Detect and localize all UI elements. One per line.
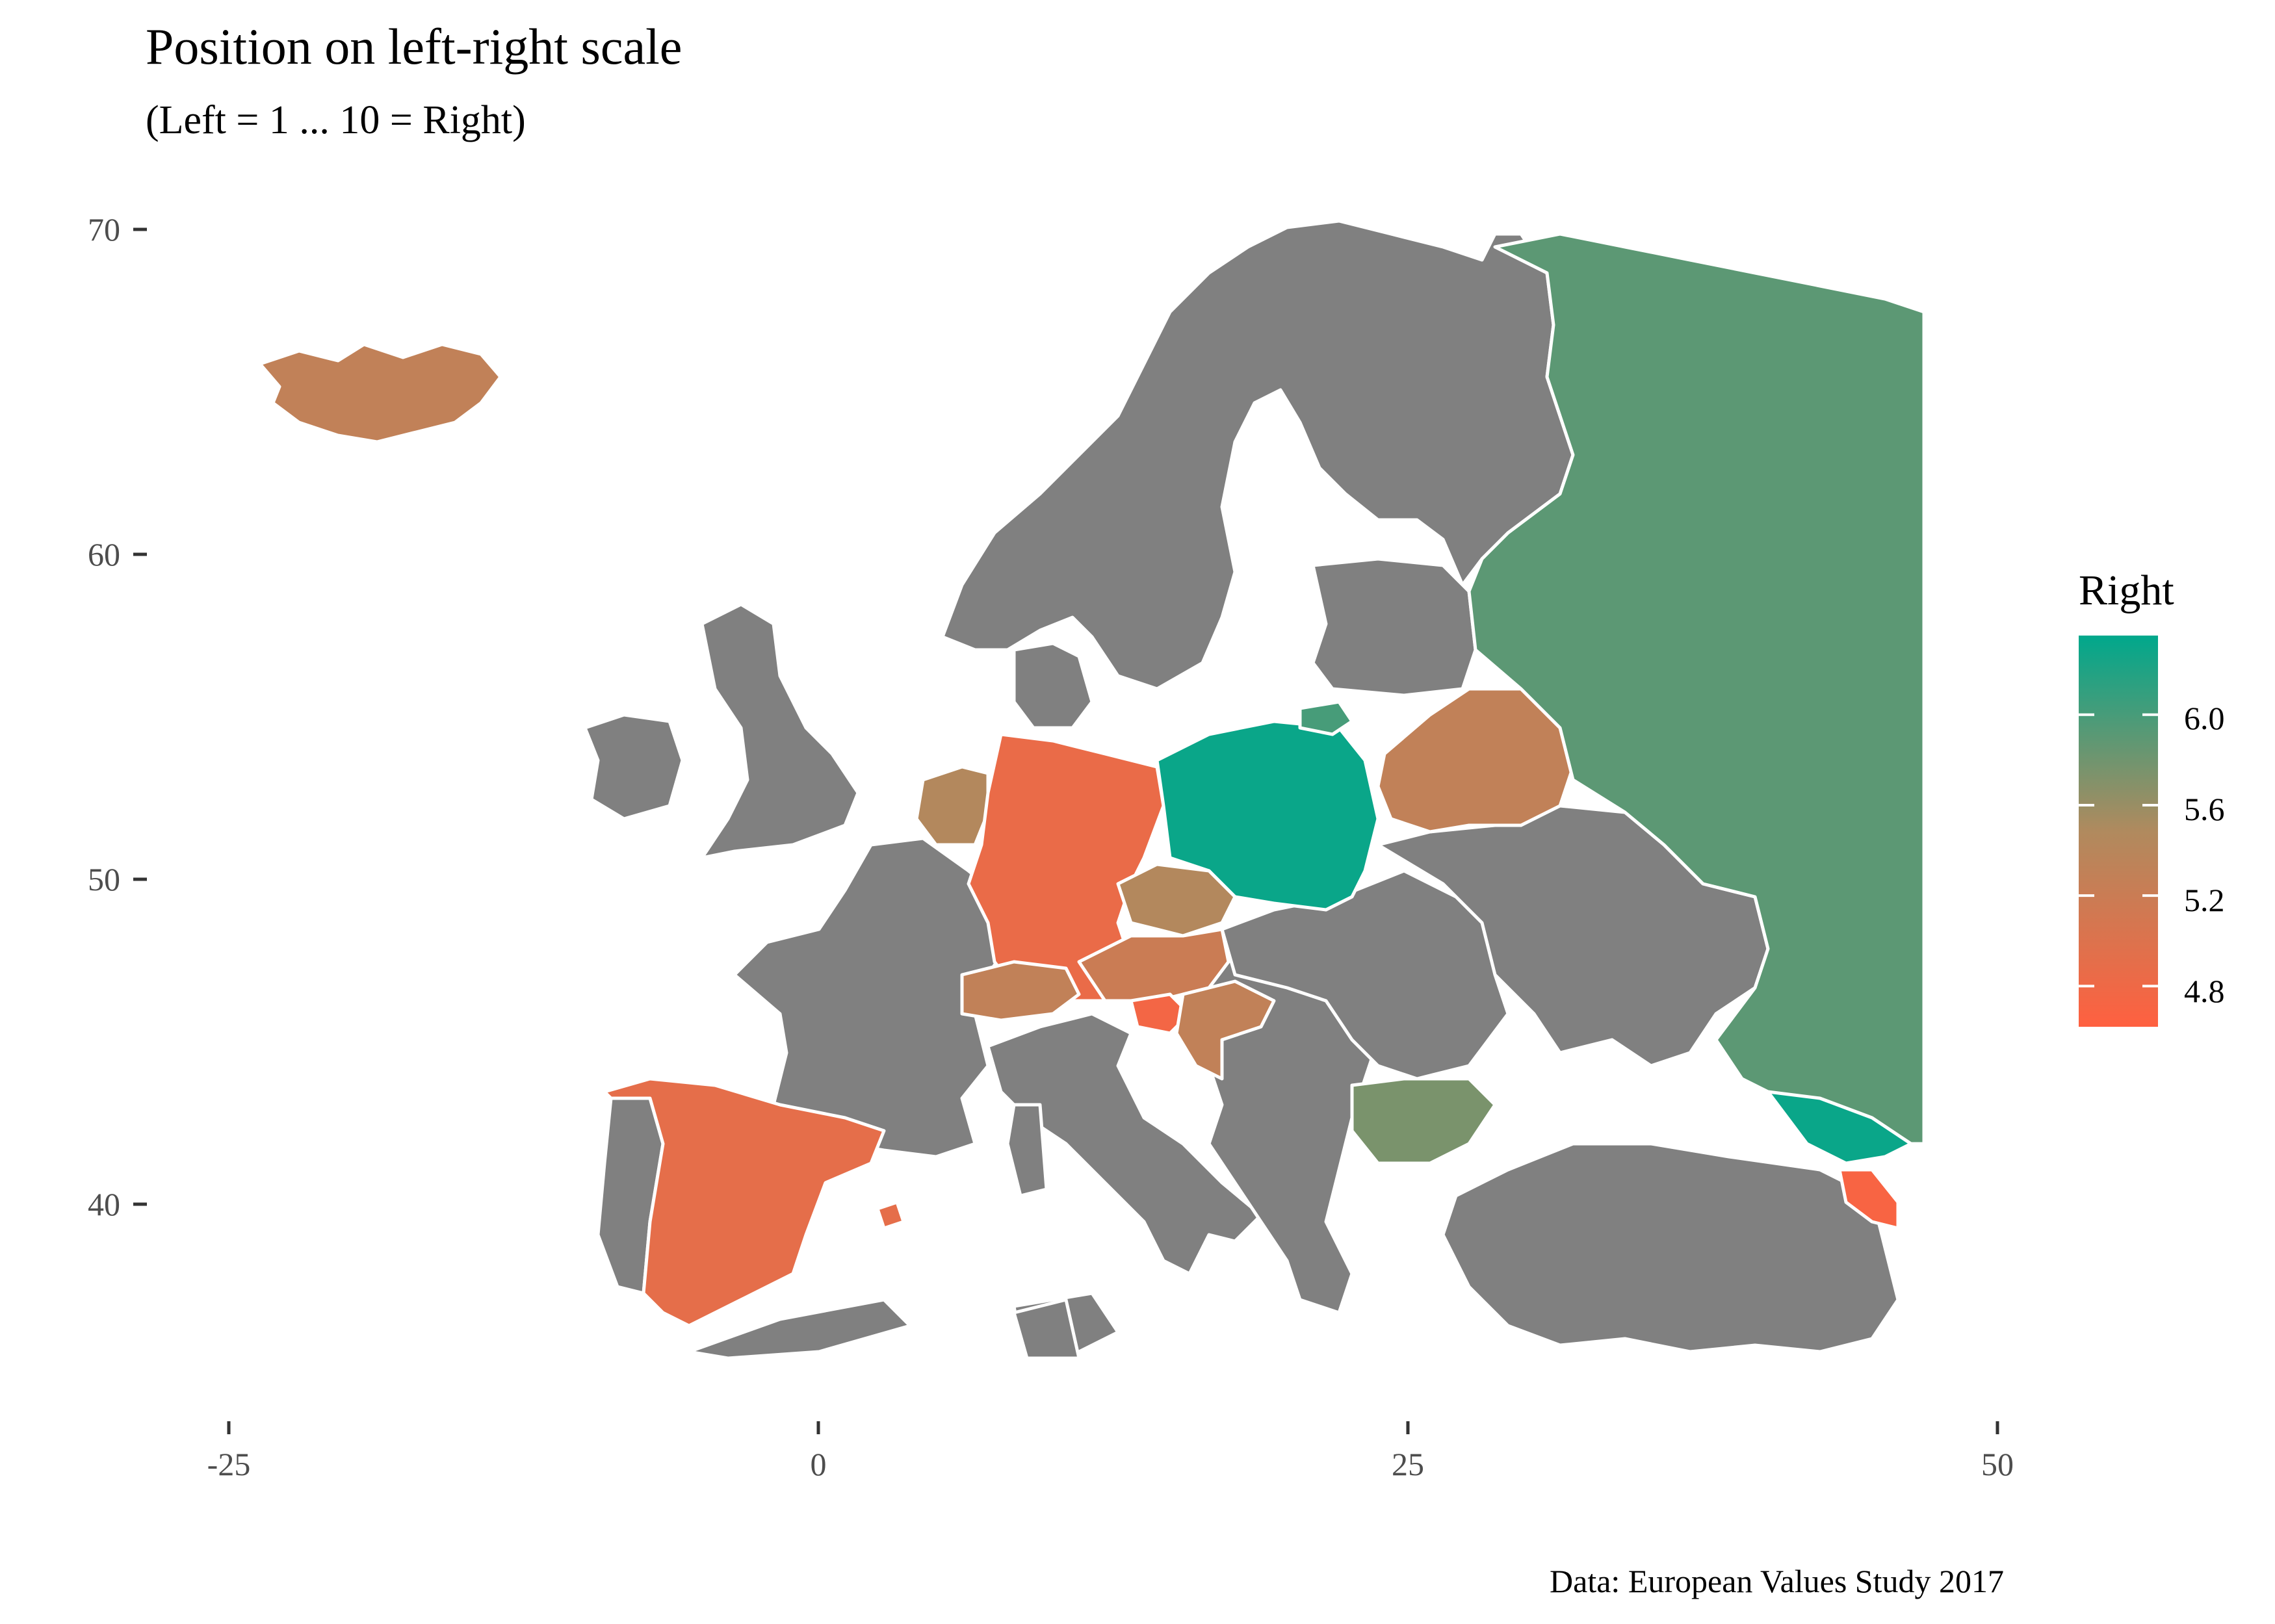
x-tick-label: -25 — [207, 1446, 251, 1482]
country-austria — [1077, 927, 1230, 1003]
legend-label: 6.0 — [2184, 700, 2225, 736]
legend: Right 6.0 5.6 5.2 4.8 — [2079, 567, 2225, 1027]
country-italy — [986, 1012, 1263, 1276]
y-tick-label: 70 — [88, 211, 120, 248]
country-ukraine — [1376, 804, 1770, 1068]
country-poland — [1155, 719, 1380, 912]
countries-no-data — [583, 219, 1900, 1360]
chart-caption: Data: European Values Study 2017 — [1550, 1563, 2004, 1599]
country-georgia — [1766, 1090, 1913, 1165]
x-tick-label: 50 — [1981, 1446, 2014, 1482]
country-switzerland — [960, 960, 1081, 1022]
countries-with-data — [258, 232, 1926, 1328]
y-axis: 70 60 50 40 — [88, 211, 147, 1222]
x-tick-label: 25 — [1392, 1446, 1424, 1482]
country-ireland — [583, 713, 684, 821]
x-tick-label: 0 — [811, 1446, 827, 1482]
legend-colorbar — [2079, 636, 2158, 1027]
y-tick-label: 50 — [88, 861, 120, 897]
country-armenia — [1838, 1168, 1900, 1230]
chart-title: Position on left-right scale — [146, 18, 682, 75]
country-spain — [603, 1077, 905, 1328]
country-netherlands — [915, 765, 990, 847]
country-denmark — [1012, 641, 1094, 730]
country-belarus — [1376, 687, 1575, 834]
x-axis: -25 0 25 50 — [207, 1421, 2014, 1482]
legend-label: 5.2 — [2184, 882, 2225, 918]
country-iceland — [258, 342, 502, 444]
legend-ticks — [2079, 713, 2158, 988]
legend-title: Right — [2079, 567, 2174, 614]
chart-subtitle: (Left = 1 ... 10 = Right) — [146, 98, 526, 142]
country-russia — [1467, 232, 1926, 1146]
legend-label: 5.6 — [2184, 791, 2225, 827]
country-north-africa — [687, 1298, 1081, 1360]
country-turkey — [1441, 1142, 1900, 1354]
country-croatia — [1175, 979, 1276, 1081]
y-tick-label: 60 — [88, 536, 120, 573]
country-italy-islands — [1006, 1103, 1120, 1360]
y-tick-label: 40 — [88, 1186, 120, 1222]
legend-label: 4.8 — [2184, 973, 2225, 1009]
country-baltics — [1311, 557, 1477, 697]
country-bulgaria — [1350, 1077, 1497, 1165]
country-lithuania — [1298, 700, 1354, 736]
country-united-kingdom — [700, 602, 860, 860]
country-czechia — [1116, 862, 1237, 938]
